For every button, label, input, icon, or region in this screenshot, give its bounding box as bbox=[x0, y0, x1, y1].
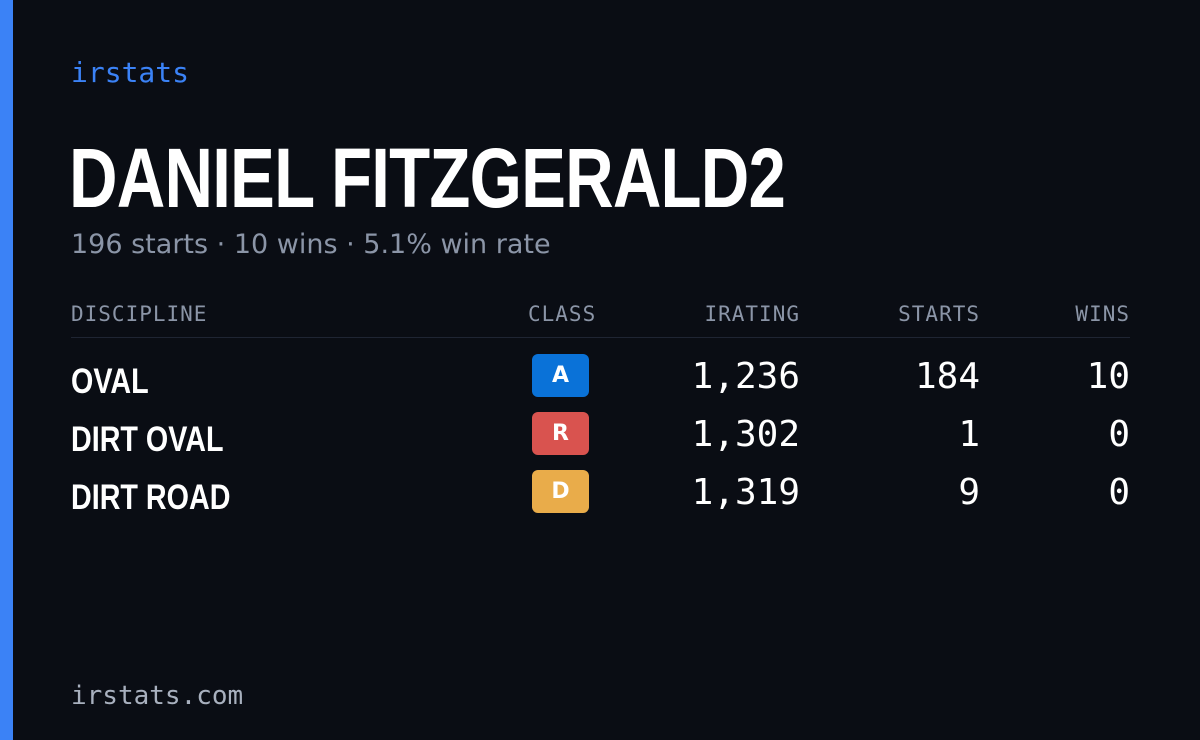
table-row: OVAL A 1,236 184 10 bbox=[71, 354, 1130, 412]
table-row: DIRT ROAD D 1,319 9 0 bbox=[71, 470, 1130, 528]
irating-value: 1,302 bbox=[691, 414, 800, 455]
table-row: DIRT OVAL R 1,302 1 0 bbox=[71, 412, 1130, 470]
wins-value: 0 bbox=[1108, 472, 1130, 513]
footer-url: irstats.com bbox=[71, 681, 244, 711]
discipline-label: OVAL bbox=[71, 362, 149, 401]
irating-value: 1,319 bbox=[691, 472, 800, 513]
discipline-label: DIRT ROAD bbox=[71, 478, 231, 517]
table-header: DISCIPLINE CLASS IRATING STARTS WINS bbox=[71, 300, 1130, 338]
header-starts: STARTS bbox=[898, 302, 980, 326]
wins-value: 10 bbox=[1086, 356, 1130, 397]
class-badge: A bbox=[532, 354, 589, 397]
driver-summary: 196 starts · 10 wins · 5.1% win rate bbox=[71, 229, 551, 260]
driver-name: DANIEL FITZGERALD2 bbox=[69, 131, 786, 225]
header-irating: IRATING bbox=[704, 302, 800, 326]
wins-value: 0 bbox=[1108, 414, 1130, 455]
header-discipline: DISCIPLINE bbox=[71, 302, 208, 326]
starts-value: 184 bbox=[914, 356, 980, 397]
starts-value: 9 bbox=[958, 472, 980, 513]
header-class: CLASS bbox=[528, 302, 597, 326]
discipline-label: DIRT OVAL bbox=[71, 420, 224, 459]
class-badge: D bbox=[532, 470, 589, 513]
accent-bar bbox=[0, 0, 13, 740]
class-badge: R bbox=[532, 412, 589, 455]
brand-logo: irstats bbox=[71, 56, 190, 89]
starts-value: 1 bbox=[958, 414, 980, 455]
header-wins: WINS bbox=[1075, 302, 1130, 326]
irating-value: 1,236 bbox=[691, 356, 800, 397]
